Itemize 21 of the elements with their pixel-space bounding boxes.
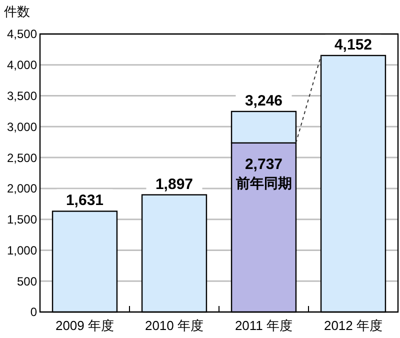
y-tick-label: 1,500: [6, 212, 38, 227]
series-label: 前年同期: [234, 174, 292, 191]
y-tick-label: 2,000: [6, 182, 38, 196]
y-tick-label: 1,000: [6, 243, 38, 258]
total-label: 3,246: [244, 92, 283, 110]
x-tick-label: 2011 年度: [234, 318, 293, 333]
data-label: 1,897: [155, 176, 194, 193]
data-label: 1,631: [66, 192, 104, 210]
x-tick-label: 2009 年度: [55, 318, 114, 333]
x-tick-label: 2010 年度: [144, 318, 204, 333]
data-label: 2,737: [244, 156, 283, 173]
y-tick-label: 4,000: [6, 58, 38, 72]
y-tick-label: 500: [16, 274, 38, 288]
x-tick-label: 2012 年度: [324, 318, 383, 333]
y-tick-label: 3,000: [6, 120, 38, 134]
data-label: 4,152: [334, 36, 372, 54]
y-axis-title: 件数: [4, 4, 30, 19]
y-tick-label: 2,500: [6, 150, 38, 165]
y-tick-label: 4,500: [6, 27, 38, 42]
y-tick-label: 3,500: [6, 88, 38, 103]
y-tick-label: 0: [30, 305, 38, 320]
